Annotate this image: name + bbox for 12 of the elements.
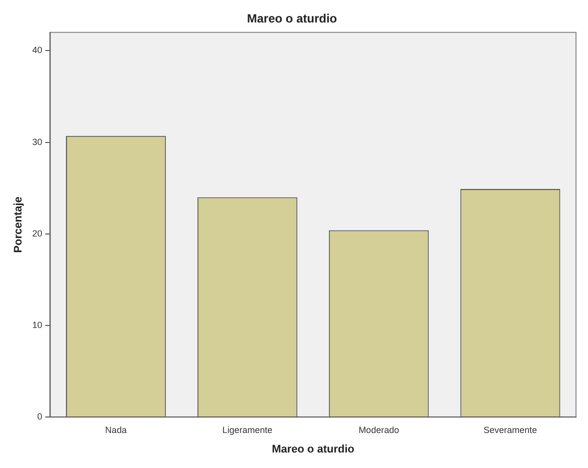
y-tick-label: 20 bbox=[32, 228, 42, 238]
y-axis-title: Porcentaje bbox=[12, 196, 25, 253]
y-tick-label: 30 bbox=[32, 136, 42, 147]
x-tick-label: Nada bbox=[105, 424, 127, 435]
x-tick-label: Ligeramente bbox=[222, 424, 272, 435]
y-tick-label: 0 bbox=[37, 411, 42, 422]
x-tick-label: Moderado bbox=[358, 424, 400, 435]
chart-title: Mareo o aturdio bbox=[246, 12, 338, 26]
y-tick-label: 40 bbox=[32, 45, 42, 56]
x-axis-title: Mareo o aturdio bbox=[272, 443, 355, 456]
y-tick-label: 10 bbox=[32, 320, 42, 330]
x-tick-label: Severamente bbox=[484, 424, 538, 435]
